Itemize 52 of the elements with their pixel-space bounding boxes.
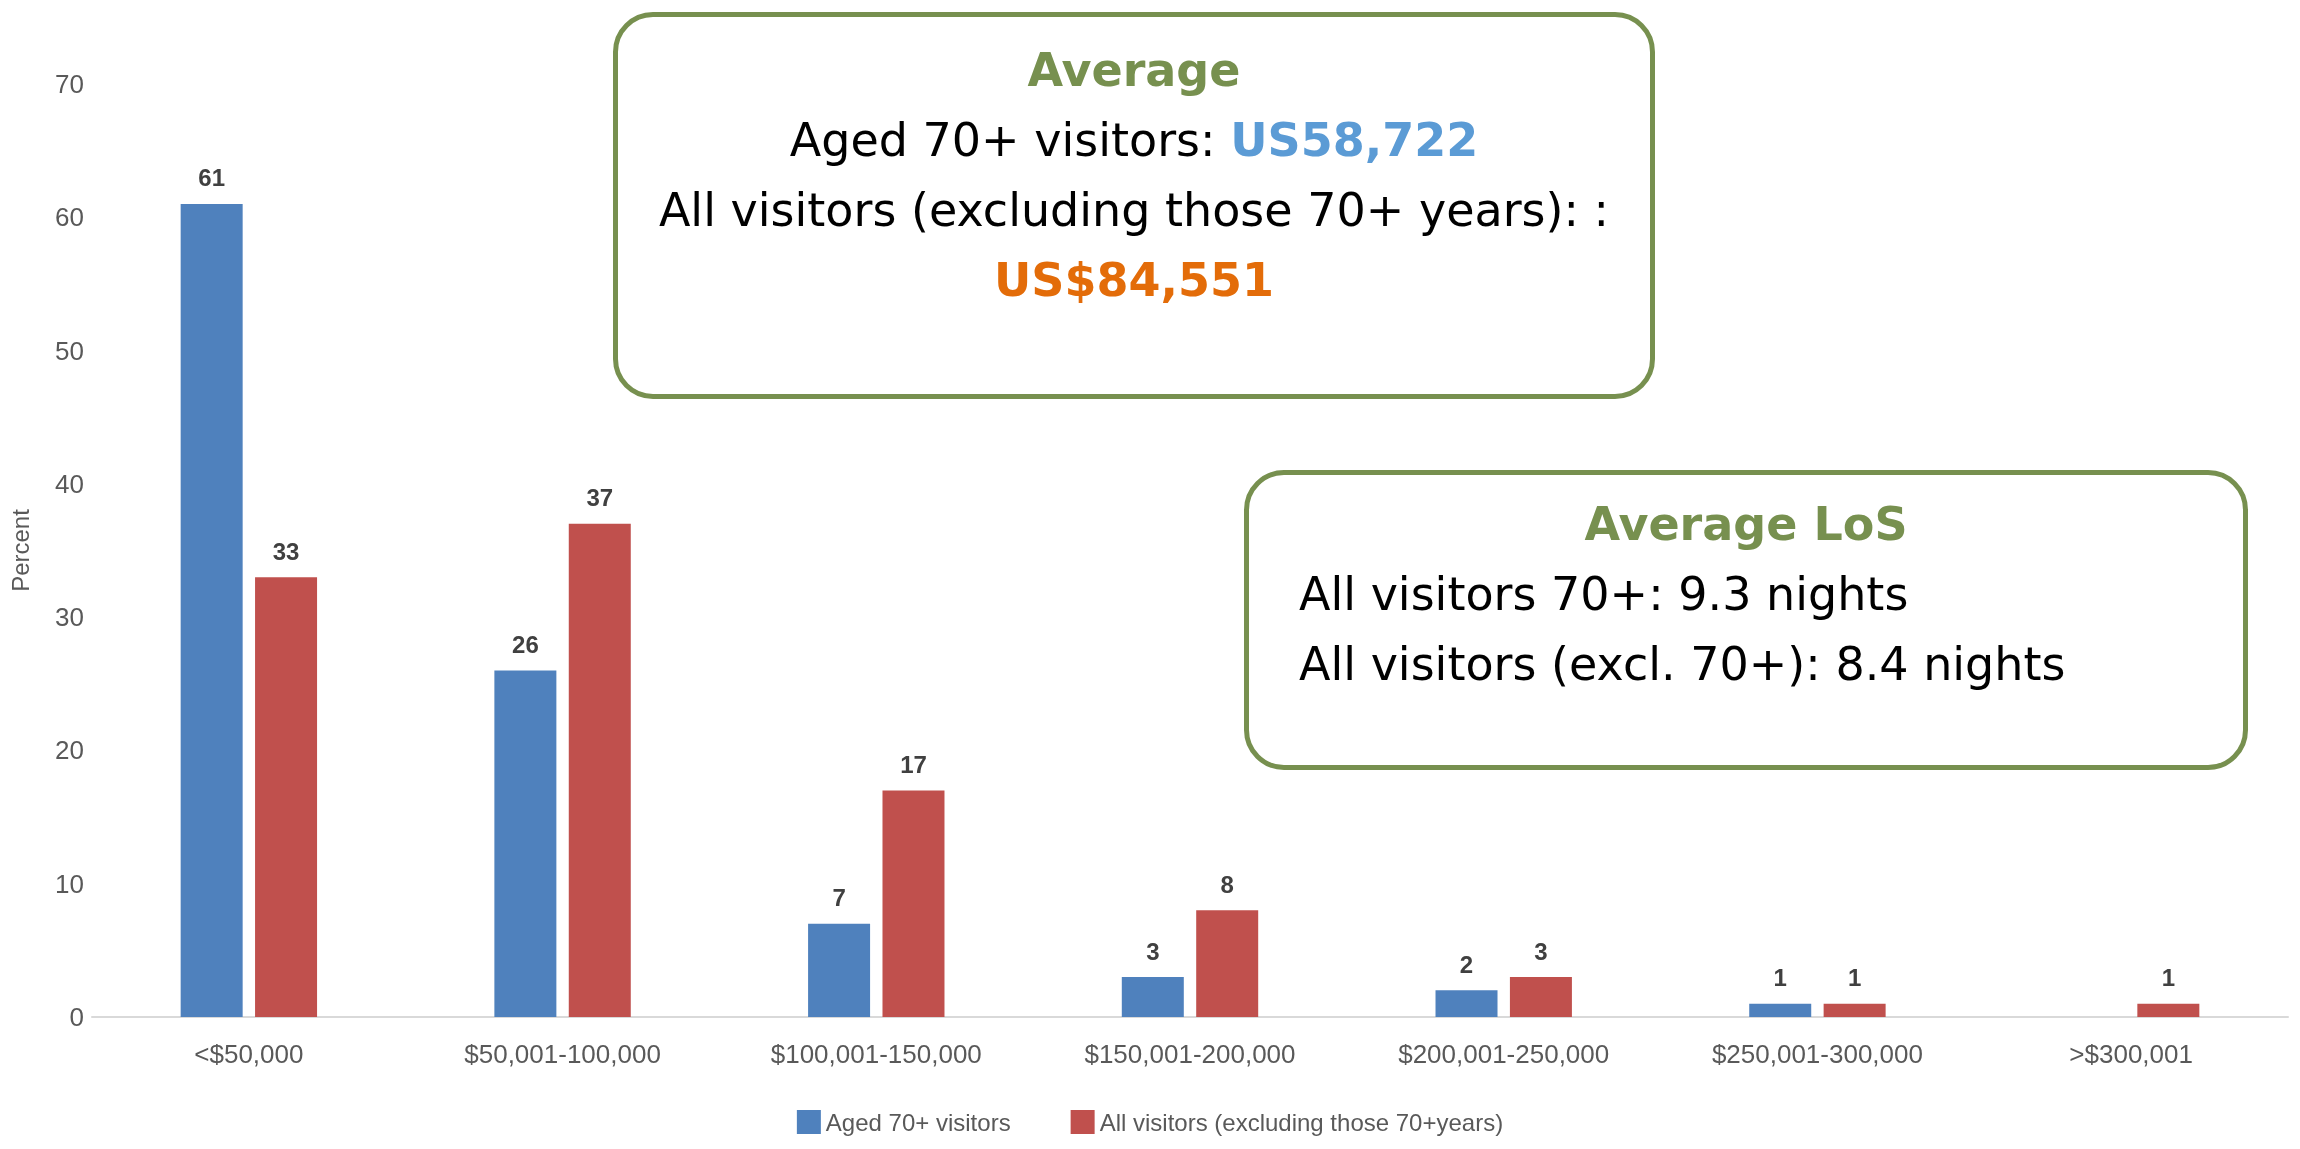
data-label: 8 [1220, 870, 1234, 898]
annotation: All visitors (excl. 70+): 8.4 nights [1299, 636, 2067, 693]
y-tick-label: 50 [55, 335, 84, 366]
x-tick-label: $50,001-100,000 [464, 1039, 661, 1069]
y-tick-label: 0 [69, 1002, 84, 1032]
annotation: Average LoS [1583, 496, 1909, 553]
bar [568, 523, 631, 1017]
bar [1509, 977, 1572, 1017]
bar [255, 577, 318, 1017]
y-tick-label: 40 [55, 468, 84, 499]
annotation: All visitors 70+: 9.3 nights [1299, 566, 1910, 623]
callout-box: Average LoS All visitors 70+: 9.3 nights All visitors (excl. 70+): 8.4 nights [1244, 470, 2248, 770]
bar [494, 670, 557, 1017]
bar [1196, 910, 1259, 1017]
data-label: 37 [586, 484, 614, 512]
legend-label: Aged 70+ visitors [825, 1108, 1011, 1136]
annotation: Aged 70+ visitors: US58,722 [789, 113, 1479, 167]
y-tick-label: 70 [55, 69, 84, 99]
data-label: 3 [1146, 937, 1160, 965]
bar [882, 790, 945, 1017]
data-label: 2 [1459, 950, 1474, 978]
x-tick-label: $250,001-300,000 [1711, 1039, 1923, 1069]
bar [2137, 1003, 2200, 1017]
annotation: All visitors (excluding those 70+ years): : US$84,551 [658, 183, 1610, 307]
x-tick-label: $150,001-200,000 [1084, 1039, 1296, 1069]
annotation: Average [1026, 42, 1242, 99]
x-tick-label: $100,001-150,000 [770, 1039, 982, 1069]
bar [1749, 1003, 1812, 1017]
data-label: 1 [2161, 964, 2176, 992]
bar [1121, 977, 1184, 1017]
legend-label: All visitors (excluding those 70+years) [1099, 1108, 1504, 1136]
data-label: 1 [1773, 964, 1787, 992]
y-axis-title: Percent [6, 508, 34, 592]
data-label: 61 [198, 164, 226, 192]
y-tick-label: 20 [55, 735, 84, 766]
x-tick-label: <$50,000 [194, 1039, 304, 1069]
data-label: 3 [1534, 937, 1548, 965]
y-tick-label: 10 [55, 868, 84, 899]
bar [1823, 1003, 1886, 1017]
data-label: 26 [512, 630, 539, 658]
y-tick-label: 60 [55, 202, 84, 233]
callout-box: Average Aged 70+ visitors: US58,722 All visitors (excluding those 70+ years): : US$84,551 [613, 12, 1655, 399]
data-label: 7 [832, 884, 846, 912]
x-tick-label: $200,001-250,000 [1398, 1039, 1610, 1069]
data-label: 1 [1847, 964, 1862, 992]
data-label: 17 [900, 750, 927, 778]
data-label: 33 [272, 537, 300, 565]
bar [1435, 990, 1498, 1017]
bar [808, 923, 871, 1017]
x-tick-label: >$300,001 [2069, 1039, 2193, 1069]
bar [180, 203, 243, 1017]
y-tick-label: 30 [55, 602, 84, 633]
